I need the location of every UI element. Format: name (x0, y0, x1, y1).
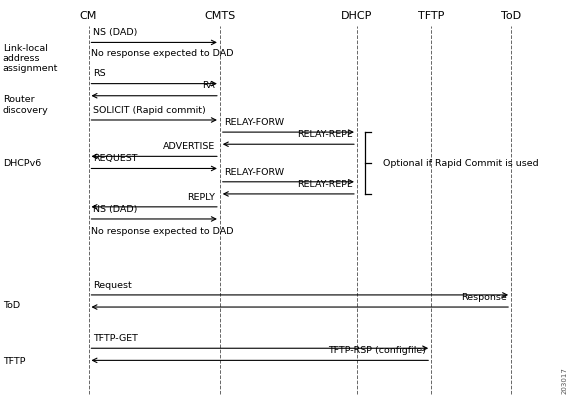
Text: REQUEST: REQUEST (93, 154, 138, 163)
Text: RELAY-REPL: RELAY-REPL (297, 180, 352, 189)
Text: RELAY-REPL: RELAY-REPL (297, 130, 352, 139)
Text: NS (DAD): NS (DAD) (93, 205, 138, 214)
Text: TFTP-GET: TFTP-GET (93, 334, 138, 343)
Text: TFTP-RSP (configfile): TFTP-RSP (configfile) (328, 346, 427, 355)
Text: Response: Response (461, 293, 506, 302)
Text: Link-local
address
assignment: Link-local address assignment (3, 44, 58, 74)
Text: RS: RS (93, 69, 106, 78)
Text: ToD: ToD (3, 301, 20, 309)
Text: NS (DAD): NS (DAD) (93, 28, 138, 37)
Text: CM: CM (80, 11, 97, 21)
Text: Request: Request (93, 281, 132, 290)
Text: 203017: 203017 (561, 367, 567, 394)
Text: RELAY-FORW: RELAY-FORW (224, 118, 284, 127)
Text: Optional if Rapid Commit is used: Optional if Rapid Commit is used (383, 158, 538, 168)
Text: TFTP: TFTP (418, 11, 444, 21)
Text: ADVERTISE: ADVERTISE (163, 142, 215, 151)
Text: RA: RA (203, 82, 215, 90)
Text: Router
discovery: Router discovery (3, 95, 49, 115)
Text: No response expected to DAD: No response expected to DAD (91, 227, 234, 236)
Text: ToD: ToD (501, 11, 521, 21)
Text: CMTS: CMTS (204, 11, 235, 21)
Text: SOLICIT (Rapid commit): SOLICIT (Rapid commit) (93, 106, 206, 115)
Text: No response expected to DAD: No response expected to DAD (91, 49, 234, 58)
Text: REPLY: REPLY (187, 193, 215, 202)
Text: DHCP: DHCP (341, 11, 372, 21)
Text: RELAY-FORW: RELAY-FORW (224, 168, 284, 177)
Text: TFTP: TFTP (3, 357, 25, 366)
Text: DHCPv6: DHCPv6 (3, 159, 41, 168)
